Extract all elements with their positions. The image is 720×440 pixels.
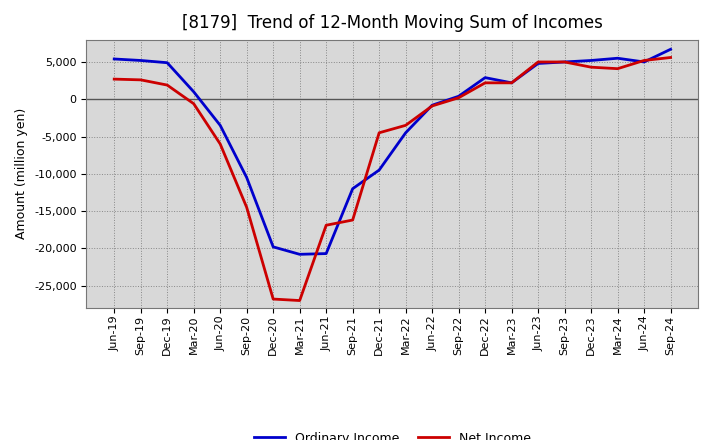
Ordinary Income <box>322 251 330 256</box>
Net Income <box>508 80 516 85</box>
Ordinary Income <box>640 59 649 65</box>
Net Income <box>216 141 225 147</box>
Net Income <box>348 217 357 223</box>
Net Income <box>295 298 304 303</box>
Ordinary Income <box>110 56 119 62</box>
Net Income <box>534 59 542 65</box>
Ordinary Income <box>375 168 384 173</box>
Y-axis label: Amount (million yen): Amount (million yen) <box>16 108 29 239</box>
Net Income <box>454 95 463 100</box>
Net Income <box>163 82 171 88</box>
Ordinary Income <box>587 58 595 63</box>
Ordinary Income <box>454 94 463 99</box>
Ordinary Income <box>560 59 569 65</box>
Net Income <box>428 103 436 109</box>
Line: Ordinary Income: Ordinary Income <box>114 49 670 254</box>
Ordinary Income <box>348 186 357 191</box>
Net Income <box>587 65 595 70</box>
Ordinary Income <box>216 123 225 128</box>
Ordinary Income <box>534 61 542 66</box>
Net Income <box>560 59 569 65</box>
Ordinary Income <box>295 252 304 257</box>
Net Income <box>110 77 119 82</box>
Ordinary Income <box>508 80 516 85</box>
Ordinary Income <box>481 75 490 80</box>
Ordinary Income <box>163 60 171 66</box>
Ordinary Income <box>613 55 622 61</box>
Line: Net Income: Net Income <box>114 58 670 301</box>
Net Income <box>136 77 145 83</box>
Net Income <box>375 130 384 136</box>
Ordinary Income <box>136 58 145 63</box>
Ordinary Income <box>401 130 410 136</box>
Title: [8179]  Trend of 12-Month Moving Sum of Incomes: [8179] Trend of 12-Month Moving Sum of I… <box>182 15 603 33</box>
Net Income <box>269 297 277 302</box>
Net Income <box>189 101 198 106</box>
Legend: Ordinary Income, Net Income: Ordinary Income, Net Income <box>248 427 536 440</box>
Net Income <box>640 58 649 63</box>
Ordinary Income <box>428 103 436 108</box>
Ordinary Income <box>189 89 198 95</box>
Ordinary Income <box>666 47 675 52</box>
Net Income <box>243 205 251 210</box>
Net Income <box>666 55 675 60</box>
Net Income <box>322 223 330 228</box>
Ordinary Income <box>269 244 277 249</box>
Ordinary Income <box>243 175 251 180</box>
Net Income <box>613 66 622 71</box>
Net Income <box>481 80 490 85</box>
Net Income <box>401 123 410 128</box>
